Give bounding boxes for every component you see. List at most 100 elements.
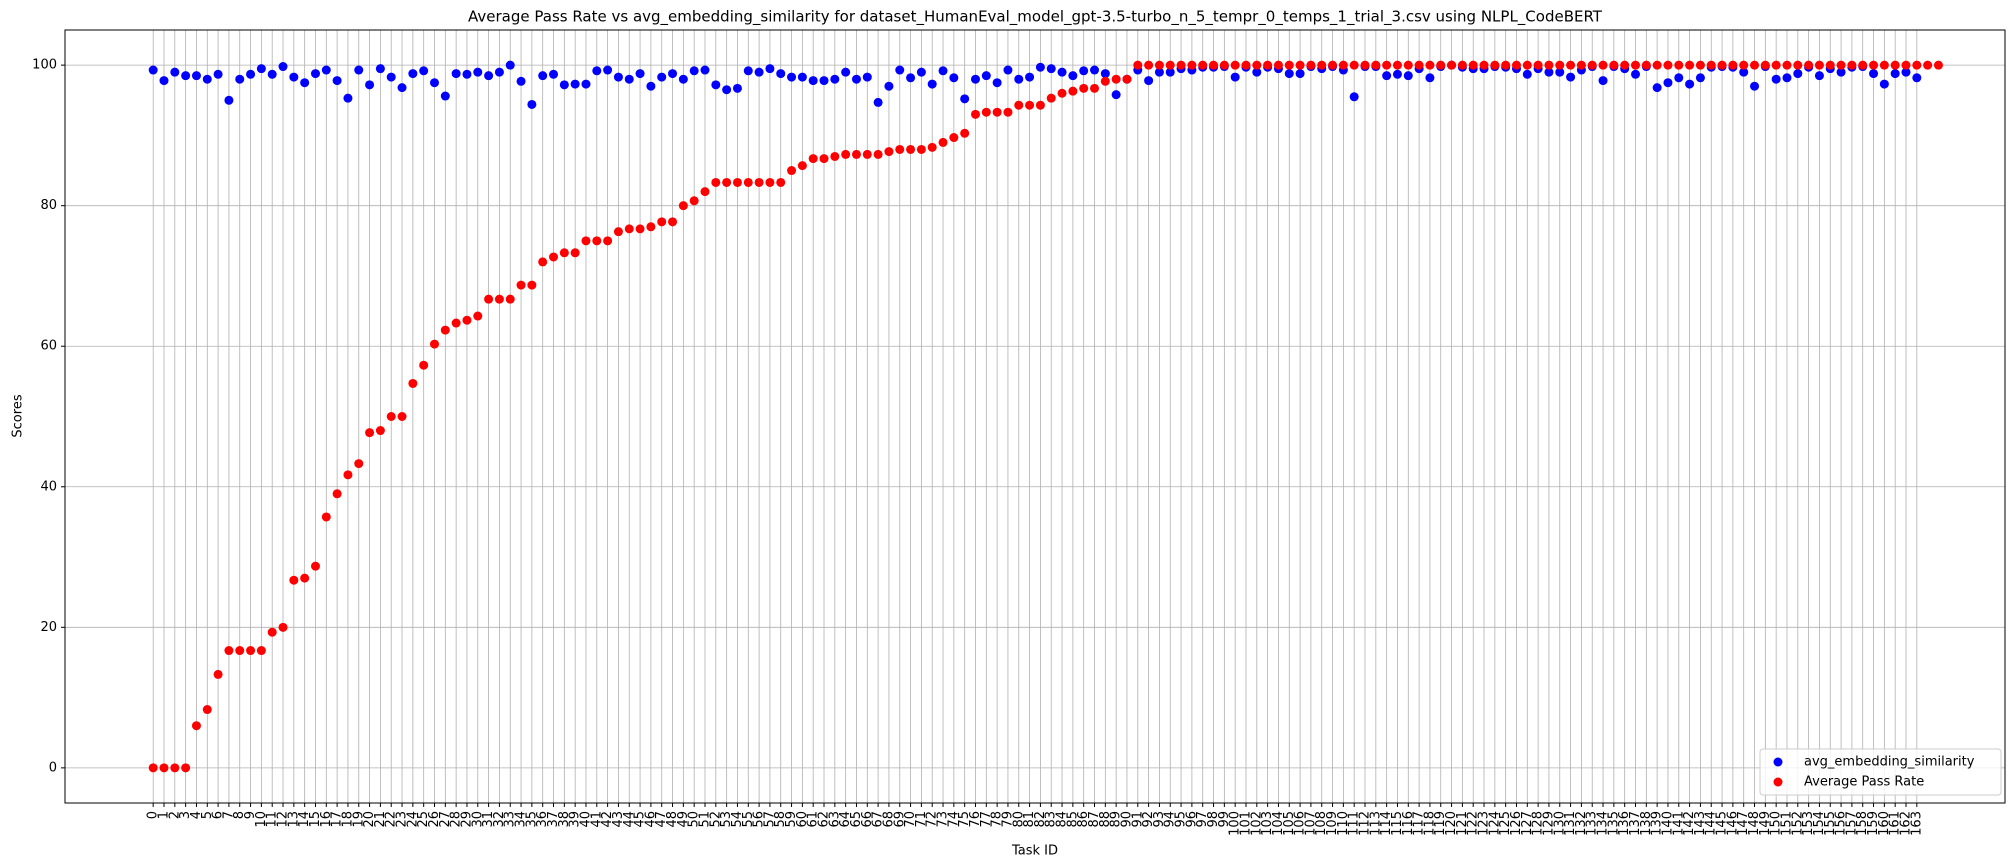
point [505, 294, 515, 304]
point [1685, 79, 1695, 89]
x-tick-label: 139 [1650, 811, 1665, 836]
point [1652, 83, 1662, 93]
x-tick-label: 75 [957, 811, 972, 828]
point [1457, 60, 1467, 70]
point [754, 67, 764, 77]
x-tick-label: 94 [1163, 811, 1178, 828]
point [678, 201, 688, 211]
x-tick-label: 114 [1379, 811, 1394, 836]
point [516, 280, 526, 290]
x-tick-label: 144 [1704, 811, 1719, 836]
point [1501, 60, 1511, 70]
x-tick-label: 103 [1260, 811, 1275, 836]
point [267, 69, 277, 79]
point [851, 149, 861, 159]
x-tick-label: 1 [157, 811, 172, 819]
point [689, 66, 699, 76]
x-tick-label: 63 [827, 811, 842, 828]
point [213, 69, 223, 79]
x-tick-label: 105 [1282, 811, 1297, 836]
point [603, 236, 613, 246]
point [1046, 64, 1056, 74]
point [711, 80, 721, 90]
x-tick-label: 106 [1293, 811, 1308, 836]
point [970, 109, 980, 119]
x-tick-label: 34 [514, 811, 529, 828]
point [776, 69, 786, 79]
point [527, 99, 537, 109]
x-tick-label: 54 [730, 811, 745, 828]
x-tick-label: 138 [1639, 811, 1654, 836]
point [429, 339, 439, 349]
point [1209, 60, 1219, 70]
point [213, 669, 223, 679]
x-tick-label: 35 [524, 811, 539, 828]
point [1003, 107, 1013, 117]
point [1663, 60, 1673, 70]
point [916, 67, 926, 77]
x-tick-label: 73 [936, 811, 951, 828]
x-tick-label: 23 [395, 811, 410, 828]
point [1641, 60, 1651, 70]
x-tick-label: 14 [297, 811, 312, 828]
point [1144, 60, 1154, 70]
point [1522, 69, 1532, 79]
x-tick-label: 51 [697, 811, 712, 828]
point [191, 721, 201, 731]
x-tick-label: 64 [838, 811, 853, 828]
point [884, 81, 894, 91]
point [1295, 69, 1305, 79]
x-tick-label: 47 [654, 811, 669, 828]
x-tick-label: 163 [1909, 811, 1924, 836]
point [419, 66, 429, 76]
point [473, 67, 483, 77]
chart-title: Average Pass Rate vs avg_embedding_simil… [468, 8, 1603, 27]
point [657, 72, 667, 82]
point [1933, 60, 1943, 70]
x-tick-label: 158 [1855, 811, 1870, 836]
x-tick-label: 162 [1898, 811, 1913, 836]
point [1219, 60, 1229, 70]
point [1403, 71, 1413, 81]
point [1804, 60, 1814, 70]
x-tick-label: 53 [719, 811, 734, 828]
x-tick-label: 95 [1174, 811, 1189, 828]
point [711, 177, 721, 187]
x-tick-label: 19 [351, 811, 366, 828]
x-tick-label: 76 [968, 811, 983, 828]
y-tick-label: 20 [40, 620, 57, 635]
point [408, 69, 418, 79]
point [1663, 78, 1673, 88]
x-tick-label: 82 [1033, 811, 1048, 828]
point [1111, 74, 1121, 84]
x-tick-label: 37 [546, 811, 561, 828]
x-tick-label: 26 [427, 811, 442, 828]
point [1035, 100, 1045, 110]
point [906, 73, 916, 83]
x-tick-label: 132 [1574, 811, 1589, 836]
point [1739, 67, 1749, 77]
point [1003, 65, 1013, 75]
point [646, 81, 656, 91]
x-tick-label: 124 [1487, 811, 1502, 836]
point [797, 161, 807, 171]
x-tick-label: 146 [1725, 811, 1740, 836]
point [354, 459, 364, 469]
x-tick-label: 68 [881, 811, 896, 828]
x-axis-label: Task ID [1011, 844, 1058, 859]
point [581, 236, 591, 246]
point [1447, 60, 1457, 70]
x-tick-label: 16 [319, 811, 334, 828]
x-tick-label: 112 [1358, 811, 1373, 836]
x-tick-label: 65 [849, 811, 864, 828]
point [289, 72, 299, 82]
point [1198, 60, 1208, 70]
x-tick-label: 50 [687, 811, 702, 828]
legend-label: Average Pass Rate [1804, 775, 1924, 790]
point [1836, 67, 1846, 77]
point [1631, 69, 1641, 79]
legend-marker [1773, 777, 1783, 787]
point [559, 80, 569, 90]
point [1068, 71, 1078, 81]
point [1674, 73, 1684, 83]
